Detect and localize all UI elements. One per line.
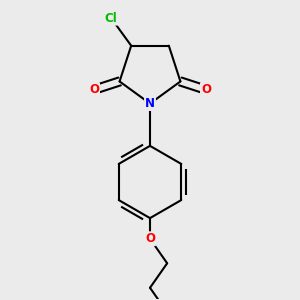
Text: Cl: Cl [105,12,118,25]
Text: O: O [201,83,211,96]
Text: N: N [145,97,155,110]
Text: O: O [145,232,155,245]
Text: O: O [89,83,99,96]
